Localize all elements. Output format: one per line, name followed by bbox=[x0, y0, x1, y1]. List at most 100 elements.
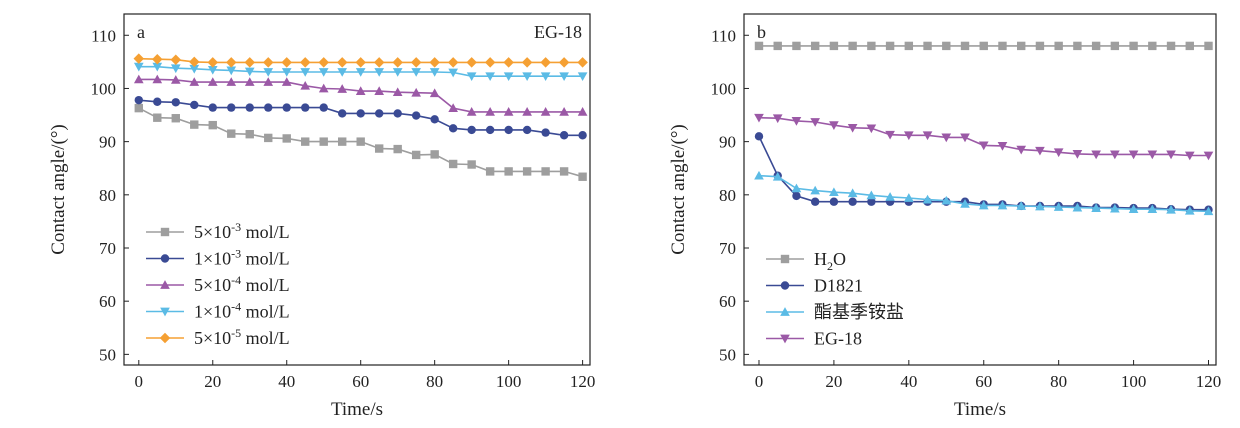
data-point bbox=[133, 74, 144, 84]
data-point bbox=[923, 41, 932, 51]
y-tick-label: 90 bbox=[99, 133, 116, 152]
data-point bbox=[263, 68, 274, 77]
data-point bbox=[540, 72, 551, 82]
data-point bbox=[152, 53, 163, 65]
data-point bbox=[1016, 145, 1027, 155]
data-point bbox=[466, 57, 477, 68]
data-point bbox=[1203, 206, 1214, 216]
data-point bbox=[485, 72, 495, 82]
x-tick-label: 40 bbox=[900, 372, 917, 391]
data-point bbox=[484, 57, 496, 68]
data-point bbox=[1053, 148, 1064, 158]
y-tick-label: 90 bbox=[719, 133, 736, 152]
data-point bbox=[134, 95, 143, 105]
y-tick-label: 100 bbox=[711, 79, 737, 98]
y-tick-label: 80 bbox=[99, 186, 116, 205]
data-point bbox=[318, 68, 329, 77]
data-point bbox=[1203, 151, 1214, 161]
data-point bbox=[190, 120, 199, 129]
legend-label: EG-18 bbox=[814, 329, 862, 349]
data-point bbox=[1184, 151, 1195, 161]
data-point bbox=[429, 57, 440, 68]
data-point bbox=[244, 77, 255, 86]
data-point bbox=[1147, 204, 1158, 214]
series-0 bbox=[754, 41, 1213, 51]
series-line bbox=[138, 99, 583, 137]
data-point bbox=[133, 53, 145, 64]
data-point bbox=[300, 68, 311, 77]
data-point bbox=[264, 103, 273, 112]
data-point bbox=[522, 107, 532, 116]
legend-marker bbox=[159, 332, 171, 344]
data-point bbox=[810, 185, 821, 195]
data-point bbox=[227, 129, 236, 138]
series-2 bbox=[754, 170, 1214, 216]
data-point bbox=[866, 124, 877, 134]
data-point bbox=[393, 144, 402, 154]
data-point bbox=[503, 107, 514, 116]
data-point bbox=[189, 56, 200, 68]
data-point bbox=[978, 141, 989, 151]
data-point bbox=[578, 172, 587, 181]
y-tick-label: 80 bbox=[719, 186, 736, 205]
data-point bbox=[301, 103, 310, 112]
data-point bbox=[1035, 201, 1045, 211]
data-point bbox=[1166, 150, 1176, 160]
data-point bbox=[318, 83, 329, 93]
data-point bbox=[772, 171, 783, 181]
data-point bbox=[190, 100, 199, 110]
data-point bbox=[1073, 41, 1082, 51]
data-point bbox=[134, 103, 143, 113]
legend-marker bbox=[160, 254, 170, 263]
data-point bbox=[336, 57, 348, 68]
data-point bbox=[1110, 203, 1120, 213]
data-point bbox=[245, 103, 254, 112]
data-point bbox=[522, 167, 532, 176]
data-point bbox=[448, 103, 458, 112]
y-tick-label: 110 bbox=[91, 26, 116, 45]
data-point bbox=[792, 41, 801, 51]
data-point bbox=[410, 57, 422, 68]
legend-entry: EG-18 bbox=[766, 329, 862, 349]
data-point bbox=[829, 187, 839, 197]
legend-marker bbox=[160, 307, 170, 317]
data-point bbox=[1148, 41, 1157, 51]
data-point bbox=[392, 57, 403, 68]
x-tick-label: 40 bbox=[278, 372, 295, 391]
data-point bbox=[152, 62, 163, 72]
data-point bbox=[1053, 202, 1064, 211]
x-tick-label: 120 bbox=[1196, 372, 1222, 391]
series-4 bbox=[133, 53, 588, 68]
data-point bbox=[244, 67, 255, 77]
data-point bbox=[207, 57, 219, 68]
data-point bbox=[319, 137, 328, 146]
data-point bbox=[1110, 150, 1120, 160]
data-point bbox=[226, 66, 237, 76]
chart-annotation: EG-18 bbox=[534, 22, 582, 42]
legend-marker bbox=[780, 281, 790, 290]
legend-marker bbox=[160, 280, 170, 289]
data-point bbox=[226, 57, 237, 68]
data-point bbox=[281, 77, 292, 86]
data-point bbox=[503, 72, 514, 82]
data-point bbox=[810, 197, 820, 206]
y-tick-label: 100 bbox=[91, 79, 117, 98]
legend-label: H2O bbox=[814, 249, 846, 273]
data-point bbox=[207, 77, 218, 86]
data-point bbox=[411, 111, 421, 120]
y-axis-label: Contact angle/(°) bbox=[668, 124, 689, 255]
data-point bbox=[997, 142, 1008, 151]
data-point bbox=[244, 57, 255, 68]
data-point bbox=[356, 109, 365, 118]
data-point bbox=[577, 72, 588, 82]
data-point bbox=[1072, 202, 1083, 212]
data-point bbox=[264, 133, 273, 143]
data-point bbox=[1091, 41, 1101, 51]
data-point bbox=[540, 107, 551, 116]
data-point bbox=[355, 86, 366, 95]
data-point bbox=[922, 194, 933, 204]
data-point bbox=[338, 109, 347, 118]
data-point bbox=[577, 107, 588, 116]
data-point bbox=[282, 103, 291, 112]
data-point bbox=[559, 131, 569, 140]
